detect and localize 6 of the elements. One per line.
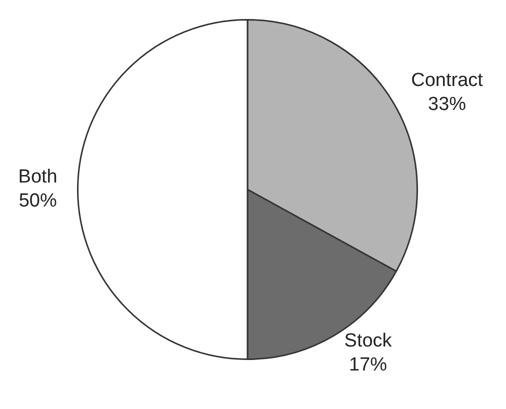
slice-label: Both bbox=[18, 166, 58, 188]
data-label: 50% bbox=[18, 190, 57, 212]
slice-label: Contract bbox=[411, 70, 484, 91]
data-label: 33% bbox=[428, 94, 466, 115]
slice-label: Stock bbox=[344, 330, 392, 352]
data-label: 17% bbox=[349, 354, 388, 376]
